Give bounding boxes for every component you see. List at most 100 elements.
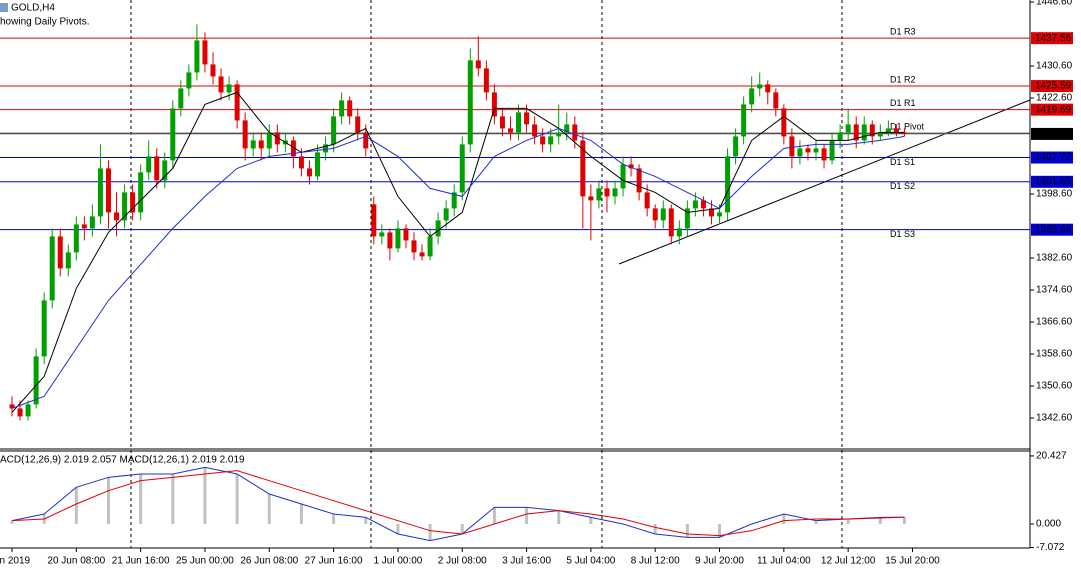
- chart-title: GOLD,H4: [11, 3, 55, 14]
- candle-body: [636, 168, 642, 193]
- candle-body: [692, 200, 698, 209]
- candle-body: [548, 136, 554, 145]
- candle-body: [57, 236, 63, 269]
- macd-line: [11, 466, 905, 542]
- candle-body: [837, 132, 843, 141]
- macd-histogram-bar: [139, 474, 143, 524]
- candle-body: [532, 124, 538, 137]
- candle-body: [580, 140, 586, 197]
- x-tick-label: 1 Jul 00:00: [373, 556, 422, 567]
- candle-body: [467, 60, 473, 145]
- candle-body: [829, 140, 835, 161]
- x-tick-label: 11 Jul 04:00: [757, 556, 811, 567]
- candle-body: [403, 228, 409, 241]
- candle-body: [170, 108, 176, 161]
- separators: [130, 0, 843, 548]
- candle-body: [588, 196, 594, 201]
- macd-histogram-bar: [782, 514, 786, 524]
- candle-body: [821, 148, 827, 161]
- macd-histogram-bar: [492, 507, 496, 524]
- candle-body: [491, 92, 497, 117]
- candle-body: [218, 76, 224, 93]
- candle-body: [749, 88, 755, 105]
- candle-body: [41, 300, 47, 357]
- candle-body: [162, 160, 168, 181]
- candle-body: [347, 100, 353, 117]
- macd-histogram-bar: [589, 517, 593, 524]
- candle-body: [853, 124, 859, 141]
- candle-body: [733, 136, 739, 157]
- y-tick-label: 20.427: [1036, 451, 1067, 462]
- candle-body: [877, 132, 883, 137]
- symbol-icon: [0, 3, 8, 12]
- candle-body: [556, 132, 562, 137]
- pivot-name: D1 S2: [890, 181, 915, 191]
- candle-body: [122, 192, 128, 221]
- candle-body: [700, 200, 706, 209]
- candle-body: [194, 40, 200, 73]
- candle-body: [869, 124, 875, 137]
- candle-body: [266, 132, 272, 149]
- pivot-value-label: 1425.59: [1035, 81, 1072, 92]
- y-tick-label: 1358.60: [1036, 349, 1073, 360]
- candle-body: [355, 116, 361, 133]
- chart-subtitle: howing Daily Pivots.: [0, 17, 89, 28]
- pivot-name: D1 R2: [890, 74, 916, 84]
- price-label-box: [1031, 32, 1073, 45]
- candle-body: [596, 188, 602, 201]
- macd-histogram-bar: [557, 510, 561, 524]
- price-label-box: [1031, 223, 1073, 236]
- pivot-name: D1 S1: [890, 157, 915, 167]
- macd-histogram-bar: [428, 524, 432, 541]
- macd-histogram-bar: [299, 504, 303, 524]
- candle-body: [628, 164, 634, 169]
- macd-label: ACD(12,26,9) 2.019 2.057 MACD(12,26,1) 2…: [0, 455, 245, 466]
- candle-body: [33, 356, 39, 405]
- candle-body: [805, 148, 811, 153]
- y-tick-label: 1342.60: [1036, 413, 1073, 424]
- y-tick-label: 1382.60: [1036, 253, 1073, 264]
- macd-line: [11, 470, 905, 537]
- candle-body: [363, 132, 369, 149]
- macd-histogram-bar: [846, 519, 850, 524]
- x-tick-label: 25 Jun 00:00: [176, 556, 234, 567]
- candle-body: [765, 84, 771, 93]
- moving-average: [11, 127, 905, 409]
- pivot-value-label: 1419.69: [1035, 104, 1072, 115]
- candle-body: [604, 188, 610, 197]
- candle-body: [395, 228, 401, 249]
- candle-body: [306, 168, 312, 177]
- candle-body: [387, 232, 393, 249]
- candle-body: [65, 252, 71, 269]
- candle-body: [138, 172, 144, 213]
- macd-histogram-bar: [814, 520, 818, 524]
- candle-body: [725, 156, 731, 213]
- candle-body: [97, 168, 103, 217]
- current-price-label: 1413.62: [1035, 129, 1072, 140]
- y-tick-label: 1422.60: [1036, 93, 1073, 104]
- candle-body: [130, 192, 136, 213]
- candle-body: [234, 84, 240, 121]
- x-tick-label: 3 Jul 16:00: [502, 556, 551, 567]
- candle-body: [274, 132, 280, 145]
- candle-body: [178, 88, 184, 109]
- candle-body: [668, 208, 674, 237]
- macd-histogram-bar: [685, 524, 689, 538]
- candle-body: [516, 112, 522, 133]
- macd-histogram-bar: [364, 517, 368, 524]
- candle-body: [861, 124, 867, 141]
- candle-body: [73, 224, 79, 253]
- candle-body: [154, 156, 160, 181]
- macd-histogram-bar: [171, 474, 175, 524]
- candle-body: [773, 92, 779, 109]
- macd-histogram-bar: [74, 487, 78, 524]
- x-tick-label: 12 Jul 12:00: [821, 556, 876, 567]
- x-tick-label: un 2019: [0, 556, 31, 567]
- pivot-name: D1 Pivot: [890, 122, 925, 132]
- macd-histogram-bar: [878, 517, 882, 524]
- candle-body: [25, 404, 31, 417]
- candle-body: [315, 152, 321, 177]
- candle-body: [242, 120, 248, 149]
